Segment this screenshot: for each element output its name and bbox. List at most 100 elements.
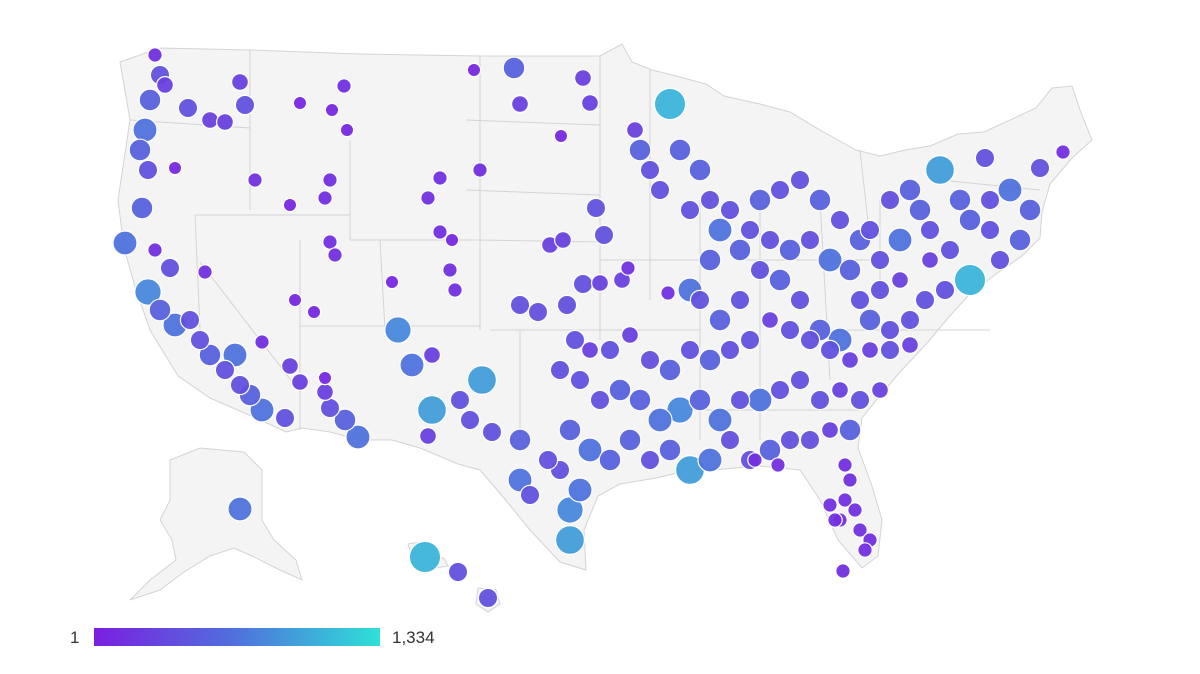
city-bubble[interactable] — [502, 56, 526, 80]
city-bubble[interactable] — [598, 448, 622, 472]
city-bubble[interactable] — [128, 138, 152, 162]
city-bubble[interactable] — [564, 329, 586, 351]
city-bubble[interactable] — [698, 248, 722, 272]
city-bubble[interactable] — [789, 369, 811, 391]
city-bubble[interactable] — [620, 260, 636, 276]
city-bubble[interactable] — [384, 274, 400, 290]
city-bubble[interactable] — [1055, 144, 1071, 160]
city-bubble[interactable] — [254, 334, 270, 350]
city-bubble[interactable] — [167, 160, 183, 176]
city-bubble[interactable] — [322, 172, 338, 188]
city-bubble[interactable] — [849, 289, 871, 311]
city-bubble[interactable] — [333, 408, 357, 432]
city-bubble[interactable] — [789, 289, 811, 311]
city-bubble[interactable] — [919, 219, 941, 241]
city-bubble[interactable] — [231, 72, 250, 91]
city-bubble[interactable] — [860, 341, 879, 360]
city-bubble[interactable] — [467, 365, 498, 396]
city-bubble[interactable] — [914, 289, 936, 311]
city-bubble[interactable] — [728, 238, 752, 262]
city-bubble[interactable] — [879, 189, 901, 211]
city-bubble[interactable] — [481, 421, 503, 443]
city-bubble[interactable] — [890, 271, 909, 290]
city-bubble[interactable] — [572, 273, 594, 295]
city-bubble[interactable] — [698, 348, 722, 372]
city-bubble[interactable] — [618, 428, 642, 452]
city-bubble[interactable] — [900, 336, 919, 355]
city-bubble[interactable] — [658, 438, 682, 462]
city-bubble[interactable] — [519, 484, 541, 506]
city-bubble[interactable] — [537, 449, 559, 471]
city-bubble[interactable] — [148, 298, 172, 322]
city-bubble[interactable] — [729, 289, 751, 311]
city-bubble[interactable] — [660, 285, 676, 301]
city-bubble[interactable] — [554, 524, 585, 555]
city-bubble[interactable] — [384, 316, 412, 344]
city-bubble[interactable] — [198, 343, 222, 367]
city-bubble[interactable] — [417, 395, 448, 426]
city-bubble[interactable] — [316, 383, 335, 402]
city-bubble[interactable] — [589, 389, 611, 411]
city-bubble[interactable] — [419, 427, 438, 446]
city-bubble[interactable] — [859, 219, 881, 241]
city-bubble[interactable] — [287, 292, 303, 308]
city-bubble[interactable] — [708, 308, 732, 332]
city-bubble[interactable] — [817, 247, 843, 273]
city-bubble[interactable] — [934, 279, 956, 301]
city-bubbles[interactable] — [112, 47, 1071, 609]
city-bubble[interactable] — [147, 242, 163, 258]
city-bubble[interactable] — [247, 172, 263, 188]
city-bubble[interactable] — [179, 309, 201, 331]
city-bubble[interactable] — [939, 239, 961, 261]
city-bubble[interactable] — [849, 389, 871, 411]
city-bubble[interactable] — [567, 477, 593, 503]
city-bubble[interactable] — [979, 189, 1001, 211]
city-bubble[interactable] — [879, 319, 901, 341]
city-bubble[interactable] — [920, 251, 939, 270]
city-bubble[interactable] — [156, 75, 175, 94]
city-bubble[interactable] — [739, 219, 761, 241]
city-bubble[interactable] — [442, 262, 458, 278]
city-bubble[interactable] — [887, 227, 913, 253]
city-bubble[interactable] — [779, 319, 801, 341]
city-bubble[interactable] — [477, 587, 499, 609]
city-bubble[interactable] — [799, 329, 821, 351]
city-bubble[interactable] — [769, 179, 791, 201]
city-bubble[interactable] — [508, 428, 532, 452]
city-bubble[interactable] — [527, 301, 549, 323]
city-bubble[interactable] — [747, 452, 763, 468]
city-bubble[interactable] — [130, 196, 154, 220]
city-bubble[interactable] — [649, 179, 671, 201]
city-bubble[interactable] — [317, 370, 333, 386]
city-bubble[interactable] — [770, 457, 786, 473]
city-bubble[interactable] — [778, 238, 802, 262]
city-bubble[interactable] — [729, 389, 751, 411]
city-bubble[interactable] — [837, 492, 853, 508]
city-bubble[interactable] — [444, 232, 460, 248]
city-bubble[interactable] — [336, 78, 352, 94]
city-bubble[interactable] — [558, 418, 582, 442]
city-bubble[interactable] — [958, 208, 982, 232]
city-bubble[interactable] — [159, 257, 181, 279]
city-bubble[interactable] — [447, 282, 463, 298]
city-bubble[interactable] — [870, 381, 889, 400]
city-bubble[interactable] — [658, 358, 682, 382]
city-bubble[interactable] — [132, 117, 158, 143]
city-bubble[interactable] — [147, 47, 163, 63]
city-bubble[interactable] — [229, 374, 251, 396]
city-bubble[interactable] — [789, 169, 811, 191]
city-bubble[interactable] — [699, 189, 721, 211]
city-bubble[interactable] — [234, 94, 256, 116]
city-bubble[interactable] — [747, 387, 773, 413]
city-bubble[interactable] — [689, 289, 711, 311]
city-bubble[interactable] — [553, 231, 572, 250]
city-bubble[interactable] — [112, 230, 138, 256]
city-bubble[interactable] — [306, 304, 322, 320]
city-bubble[interactable] — [779, 429, 801, 451]
city-bubble[interactable] — [760, 311, 779, 330]
city-bubble[interactable] — [1029, 157, 1051, 179]
city-bubble[interactable] — [573, 68, 592, 87]
city-bubble[interactable] — [898, 178, 922, 202]
city-bubble[interactable] — [214, 359, 236, 381]
